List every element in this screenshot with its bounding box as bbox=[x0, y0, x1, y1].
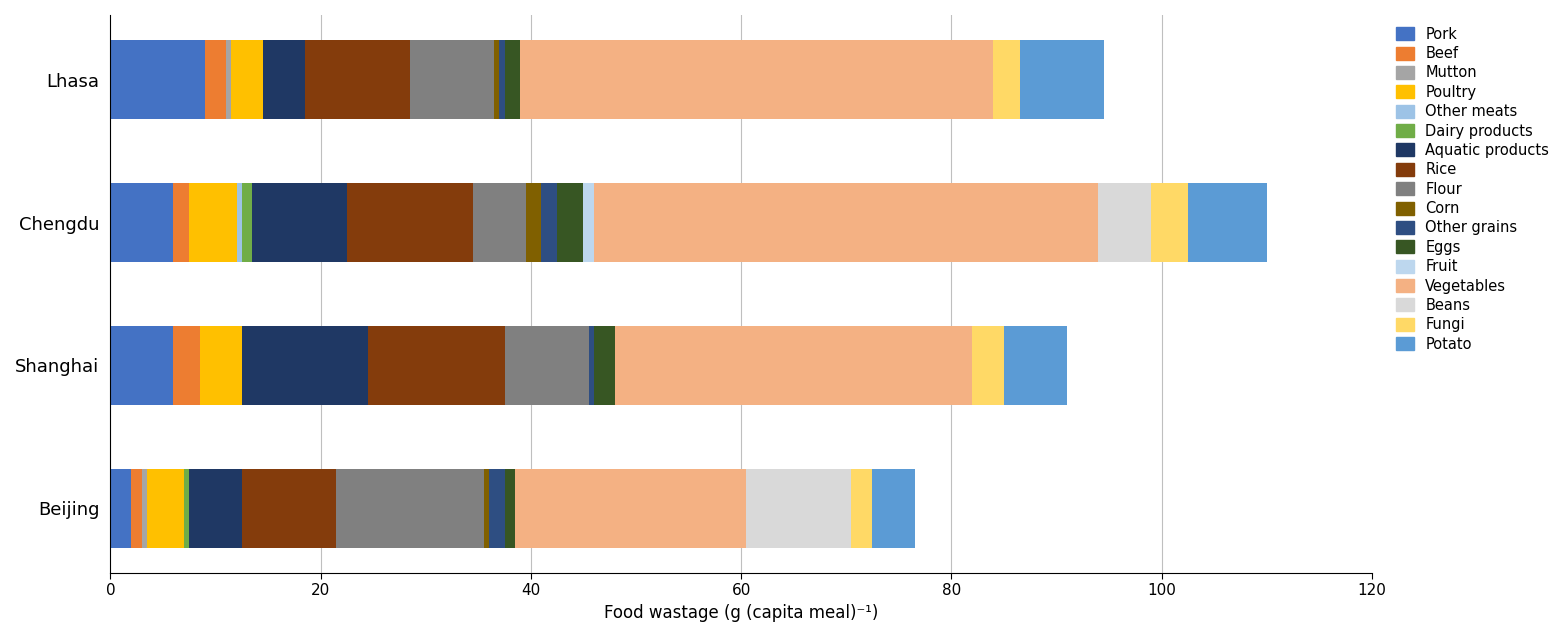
Bar bbox=[141, 469, 147, 548]
Legend: Pork, Beef, Mutton, Poultry, Other meats, Dairy products, Aquatic products, Rice: Pork, Beef, Mutton, Poultry, Other meats… bbox=[1392, 22, 1554, 356]
Bar bbox=[409, 40, 494, 119]
Bar bbox=[241, 326, 368, 404]
Bar bbox=[499, 40, 505, 119]
Bar bbox=[483, 469, 489, 548]
Bar bbox=[588, 326, 594, 404]
Bar bbox=[494, 40, 499, 119]
Bar bbox=[1004, 326, 1066, 404]
Bar bbox=[110, 469, 132, 548]
Bar bbox=[230, 40, 263, 119]
Bar bbox=[1151, 183, 1189, 262]
Bar bbox=[241, 469, 337, 548]
Bar bbox=[132, 469, 141, 548]
Bar bbox=[594, 326, 615, 404]
Bar bbox=[1189, 183, 1267, 262]
Bar bbox=[525, 183, 541, 262]
Bar bbox=[252, 183, 347, 262]
Bar bbox=[505, 469, 514, 548]
Bar bbox=[199, 326, 241, 404]
Bar bbox=[994, 40, 1019, 119]
Bar bbox=[190, 183, 237, 262]
Bar bbox=[241, 183, 252, 262]
Bar bbox=[583, 183, 594, 262]
Bar bbox=[347, 183, 474, 262]
Bar bbox=[514, 469, 746, 548]
Bar bbox=[851, 469, 872, 548]
Bar bbox=[110, 40, 205, 119]
Bar bbox=[594, 183, 1099, 262]
Bar bbox=[474, 183, 525, 262]
Bar bbox=[368, 326, 505, 404]
Bar bbox=[147, 469, 183, 548]
Bar bbox=[489, 469, 505, 548]
Bar bbox=[541, 183, 557, 262]
Bar bbox=[615, 326, 972, 404]
Bar bbox=[174, 183, 190, 262]
Bar bbox=[110, 326, 174, 404]
Bar bbox=[263, 40, 304, 119]
Bar bbox=[872, 469, 914, 548]
Bar bbox=[1099, 183, 1151, 262]
Bar bbox=[237, 183, 241, 262]
Bar bbox=[110, 183, 174, 262]
Bar bbox=[972, 326, 1004, 404]
Bar bbox=[505, 40, 521, 119]
Bar bbox=[226, 40, 230, 119]
Bar bbox=[337, 469, 483, 548]
Bar bbox=[205, 40, 226, 119]
Bar bbox=[557, 183, 583, 262]
Bar bbox=[183, 469, 190, 548]
Bar bbox=[505, 326, 588, 404]
Bar bbox=[304, 40, 409, 119]
Bar bbox=[190, 469, 241, 548]
Bar bbox=[1019, 40, 1104, 119]
X-axis label: Food wastage (g (capita meal)⁻¹): Food wastage (g (capita meal)⁻¹) bbox=[604, 604, 878, 622]
Bar bbox=[174, 326, 199, 404]
Bar bbox=[521, 40, 994, 119]
Bar bbox=[746, 469, 851, 548]
